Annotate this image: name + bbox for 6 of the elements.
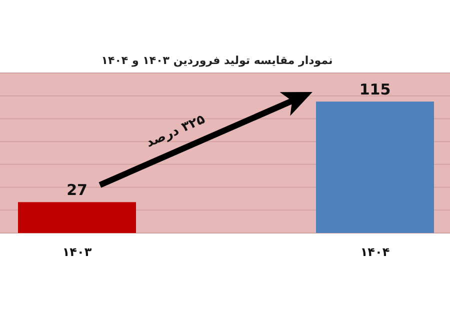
data-label: 115 <box>359 80 391 99</box>
x-tick-label: ۱۴۰۳ <box>62 245 92 259</box>
chart-title: نمودار مقایسه تولید فروردین ۱۴۰۳ و ۱۴۰۴ <box>101 54 333 67</box>
data-label: 27 <box>66 181 88 200</box>
x-tick-label: ۱۴۰۴ <box>360 245 390 259</box>
annotation: ۳۲۵ درصد <box>144 112 208 151</box>
